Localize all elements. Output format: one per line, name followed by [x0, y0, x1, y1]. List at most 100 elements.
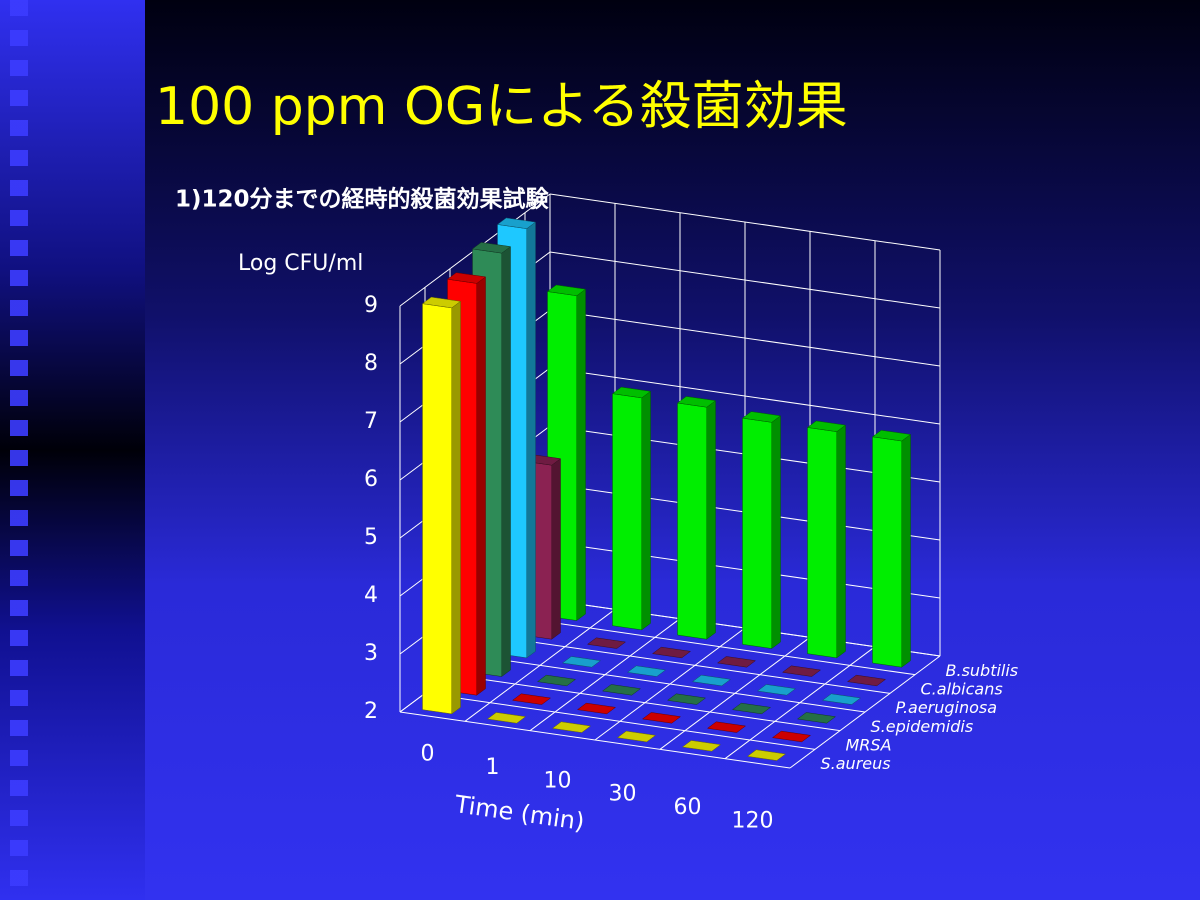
bar-top: [616, 730, 657, 743]
bar-top: [846, 674, 887, 687]
bar-top: [666, 693, 707, 705]
bar-top: [676, 396, 717, 408]
bar: [846, 674, 887, 687]
side-strip: [0, 0, 145, 900]
bar-top: [741, 411, 782, 423]
bar-front: [612, 393, 642, 631]
bar-top: [446, 272, 487, 284]
bar: [781, 665, 822, 677]
bar-front: [677, 402, 707, 640]
y-tick-label: 5: [364, 525, 378, 550]
bar: [626, 665, 667, 677]
y-axis-label: Log CFU/ml: [238, 251, 363, 276]
bar: [741, 411, 782, 650]
bar-side: [526, 221, 536, 659]
bar: [576, 702, 617, 715]
legend-label: S.aureus: [821, 754, 891, 773]
bar-side: [836, 424, 846, 659]
bar-side: [576, 288, 586, 622]
bar: [486, 712, 527, 724]
bar-top: [486, 712, 527, 724]
y-tick-label: 9: [364, 293, 378, 318]
x-tick-label: 0: [421, 742, 435, 767]
floor-line: [789, 655, 941, 769]
bar-top: [496, 217, 537, 229]
x-tick-label: 10: [544, 768, 572, 793]
floor-line: [529, 618, 681, 732]
bar-top: [731, 702, 772, 715]
x-tick-label: 30: [609, 782, 637, 807]
bar: [421, 296, 462, 715]
bar-top: [641, 712, 682, 724]
bar: [871, 430, 912, 668]
bar-top: [561, 656, 602, 668]
bar-top: [626, 665, 667, 677]
bar-top: [551, 721, 592, 733]
bar: [536, 674, 577, 687]
y-tick-label: 6: [364, 467, 378, 492]
legend-label: S.epidemidis: [871, 717, 974, 736]
bar-front: [872, 436, 902, 668]
bar-top: [691, 674, 732, 687]
bar-side: [771, 415, 781, 650]
bar: [611, 386, 652, 631]
floor-line: [594, 627, 746, 741]
y-tick-label: 3: [364, 641, 378, 666]
bar-side: [551, 458, 561, 640]
bar-side: [706, 400, 716, 640]
bar-top: [681, 740, 722, 752]
y-tick-label: 7: [364, 409, 378, 434]
bar-side: [476, 276, 486, 696]
legend-label: C.albicans: [921, 680, 1003, 699]
bar: [796, 712, 837, 724]
bar-top: [546, 284, 587, 296]
legend-label: MRSA: [846, 736, 892, 755]
x-tick-label: 120: [732, 808, 774, 833]
bar-top: [511, 693, 552, 705]
bar-top: [821, 693, 862, 705]
x-axis-label: Time (min): [452, 790, 586, 836]
floor-line: [659, 636, 811, 750]
bar-top: [611, 386, 652, 399]
slide-subtitle: 1)120分までの経時的殺菌効果試験: [175, 186, 550, 213]
bar: [716, 656, 757, 668]
bar-top: [576, 702, 617, 715]
bar-top: [706, 721, 747, 733]
bar-top: [651, 646, 692, 659]
x-tick-label: 60: [674, 795, 702, 820]
bar-top: [806, 420, 847, 432]
bar: [586, 637, 627, 649]
bar: [616, 730, 657, 743]
y-tick-label: 8: [364, 351, 378, 376]
y-tick-label: 4: [364, 583, 378, 608]
bar: [676, 396, 717, 640]
bar-top: [601, 684, 642, 696]
bar-side: [451, 300, 461, 715]
bar: [806, 420, 847, 659]
bar-top: [471, 242, 512, 254]
bar: [746, 749, 787, 761]
bar-top: [771, 730, 812, 743]
bar: [771, 730, 812, 743]
bar-top: [536, 674, 577, 687]
bar: [691, 674, 732, 687]
bar: [666, 693, 707, 705]
bar-front: [422, 303, 452, 715]
bar: [651, 646, 692, 659]
bar-top: [421, 296, 462, 309]
y-tick-label: 2: [364, 699, 378, 724]
bar-top: [871, 430, 912, 442]
bar-top: [796, 712, 837, 724]
bar-side: [641, 390, 651, 631]
bar: [511, 693, 552, 705]
bar-top: [586, 637, 627, 649]
bar-front: [807, 427, 837, 659]
legend-label: P.aeruginosa: [896, 698, 998, 717]
bar-side: [901, 433, 911, 668]
bar-top: [716, 656, 757, 668]
bar: [601, 684, 642, 696]
x-tick-label: 1: [486, 755, 500, 780]
floor-line: [724, 646, 876, 760]
